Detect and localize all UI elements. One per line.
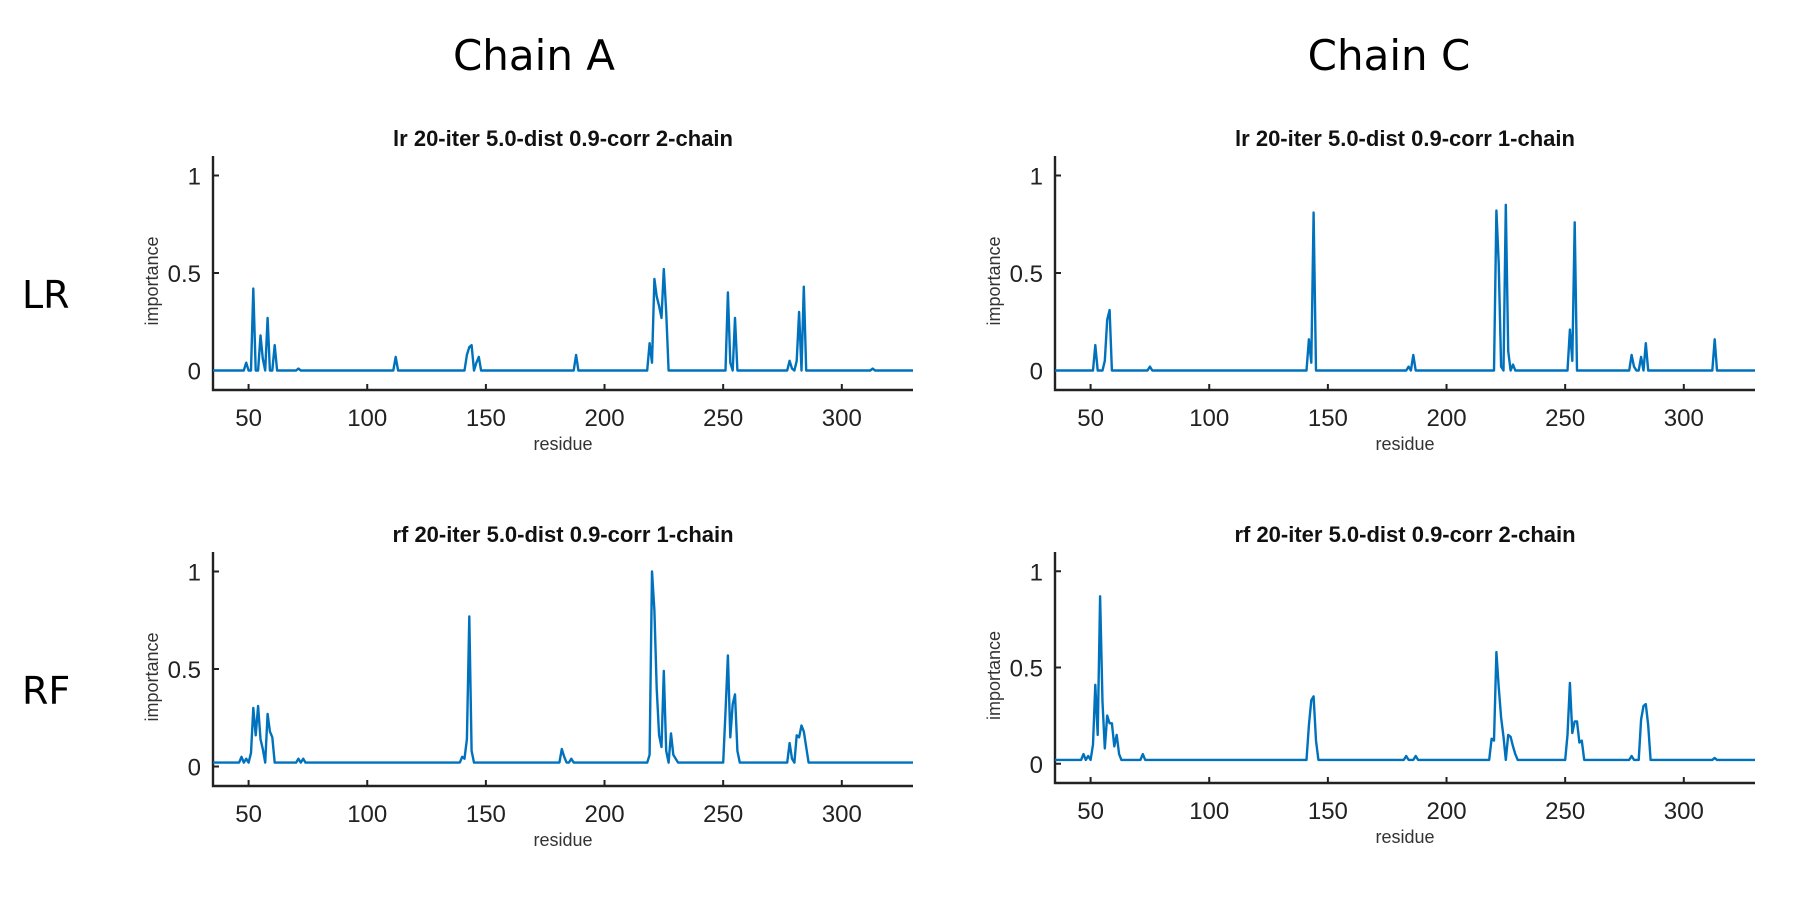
x-tick-label: 200 xyxy=(585,801,625,828)
x-tick-label: 50 xyxy=(1077,798,1104,825)
x-tick-label: 300 xyxy=(1664,798,1704,825)
x-tick-label: 300 xyxy=(1664,405,1704,432)
x-tick-label: 100 xyxy=(1189,798,1229,825)
y-tick-label: 1 xyxy=(1030,559,1043,586)
series-line-lr-chain-c xyxy=(1055,203,1755,372)
x-tick-label: 300 xyxy=(822,801,862,828)
chart-title: rf 20-iter 5.0-dist 0.9-corr 2-chain xyxy=(1234,522,1575,547)
row-title-rf: RF xyxy=(22,669,70,713)
row-title-lr: LR xyxy=(22,273,70,317)
axes-frame xyxy=(211,156,913,392)
y-tick-label: 0 xyxy=(1030,359,1043,386)
column-title-chain-a: Chain A xyxy=(453,31,615,80)
x-tick-label: 250 xyxy=(703,405,743,432)
y-tick-label: 0 xyxy=(188,755,201,782)
x-tick-label: 50 xyxy=(235,405,262,432)
x-axis-label: residue xyxy=(533,434,592,454)
x-axis-label: residue xyxy=(533,830,592,850)
y-tick-label: 0 xyxy=(188,359,201,386)
chart-title: lr 20-iter 5.0-dist 0.9-corr 2-chain xyxy=(393,126,733,151)
y-tick-label: 1 xyxy=(188,560,201,587)
y-tick-label: 1 xyxy=(1030,164,1043,191)
y-tick-label: 1 xyxy=(188,164,201,191)
x-tick-label: 150 xyxy=(1308,405,1348,432)
x-tick-label: 200 xyxy=(585,405,625,432)
y-axis-label: importance xyxy=(984,631,1004,720)
axes-frame xyxy=(211,552,913,788)
y-axis-label: importance xyxy=(142,236,162,325)
x-tick-label: 150 xyxy=(466,801,506,828)
y-tick-label: 0.5 xyxy=(168,261,201,288)
series-line-rf-chain-a xyxy=(213,570,913,764)
y-tick-label: 0 xyxy=(1030,752,1043,779)
chart-title: lr 20-iter 5.0-dist 0.9-corr 1-chain xyxy=(1235,126,1575,151)
x-tick-label: 150 xyxy=(1308,798,1348,825)
x-tick-label: 50 xyxy=(235,801,262,828)
y-tick-label: 0.5 xyxy=(168,657,201,684)
x-tick-label: 250 xyxy=(1545,405,1585,432)
x-axis-label: residue xyxy=(1375,434,1434,454)
x-tick-label: 150 xyxy=(466,405,506,432)
x-tick-label: 300 xyxy=(822,405,862,432)
y-axis-label: importance xyxy=(142,632,162,721)
x-tick-label: 100 xyxy=(1189,405,1229,432)
x-tick-label: 250 xyxy=(703,801,743,828)
series-line-lr-chain-a xyxy=(213,267,913,372)
y-axis-label: importance xyxy=(984,236,1004,325)
x-tick-label: 250 xyxy=(1545,798,1585,825)
y-tick-label: 0.5 xyxy=(1010,261,1043,288)
column-title-chain-c: Chain C xyxy=(1308,31,1471,80)
y-tick-label: 0.5 xyxy=(1010,656,1043,683)
x-tick-label: 50 xyxy=(1077,405,1104,432)
series-line-rf-chain-c xyxy=(1055,595,1755,762)
x-tick-label: 200 xyxy=(1427,798,1467,825)
axes-frame xyxy=(1053,156,1755,392)
chart-title: rf 20-iter 5.0-dist 0.9-corr 1-chain xyxy=(392,522,733,547)
x-axis-label: residue xyxy=(1375,827,1434,847)
x-tick-label: 100 xyxy=(347,405,387,432)
x-tick-label: 100 xyxy=(347,801,387,828)
x-tick-label: 200 xyxy=(1427,405,1467,432)
axes-frame xyxy=(1053,552,1755,785)
